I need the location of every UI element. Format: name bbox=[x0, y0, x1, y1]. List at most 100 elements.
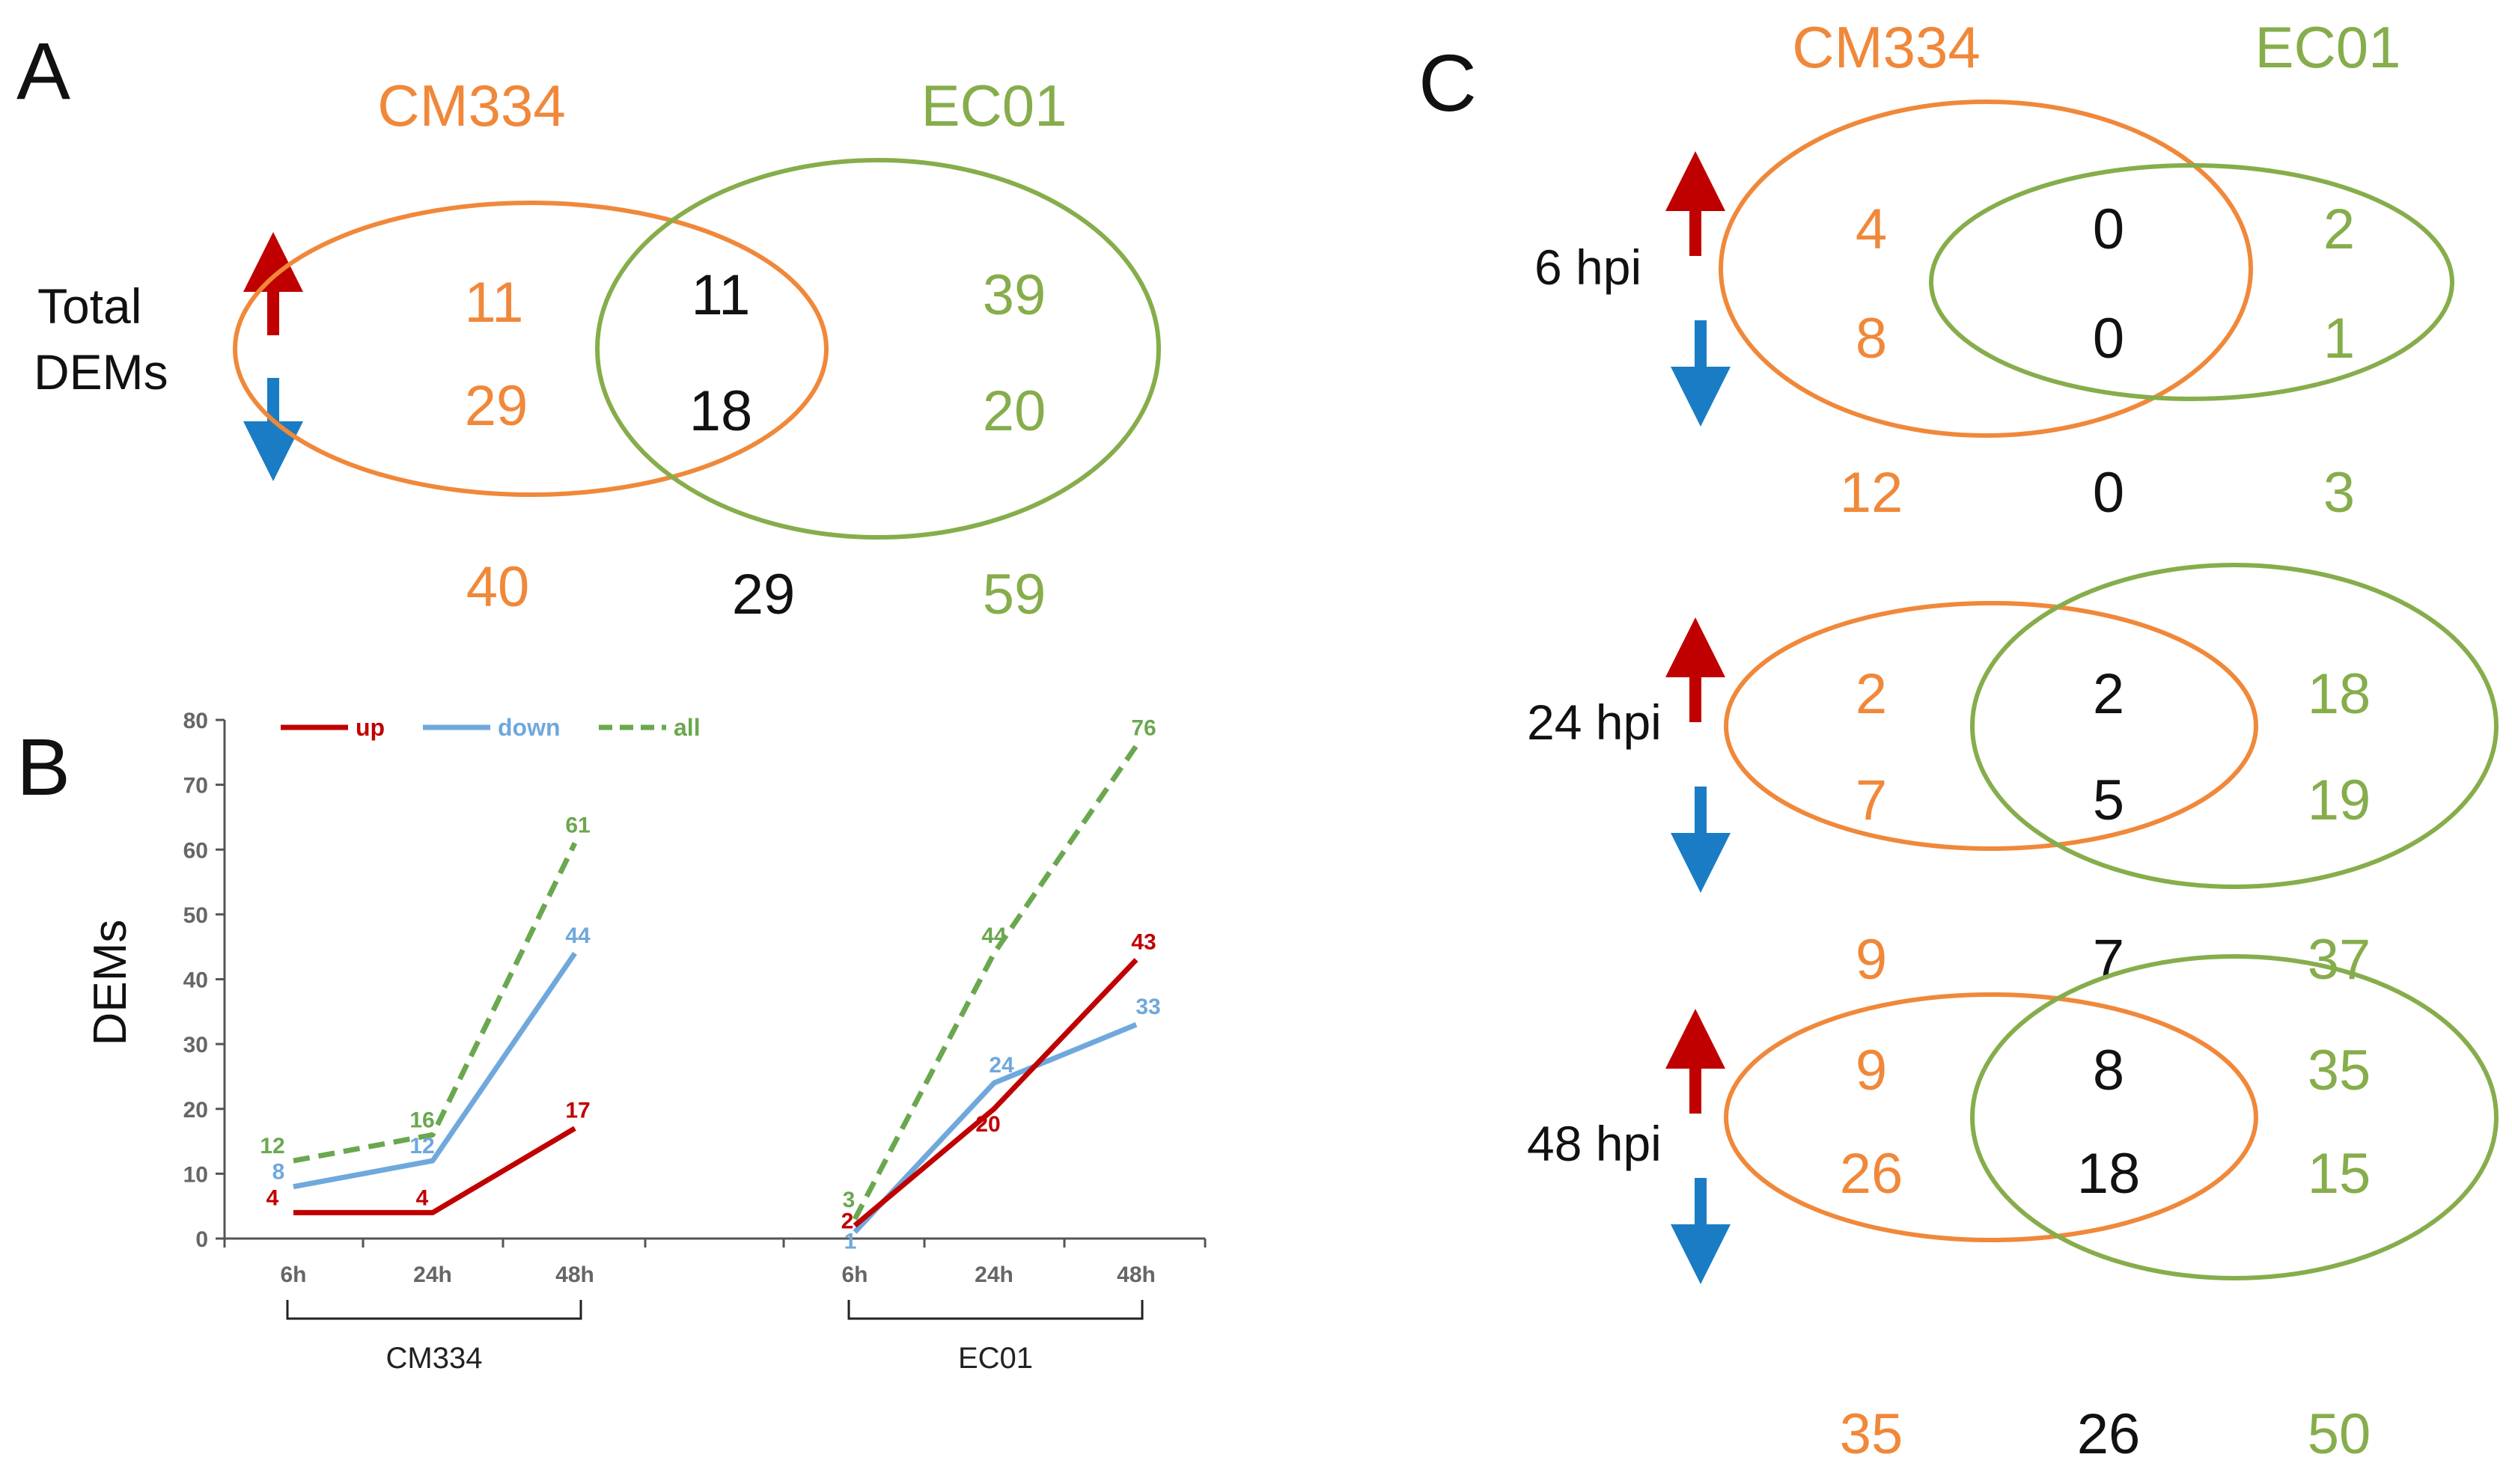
down-cm334: 26 bbox=[1840, 1142, 1903, 1206]
cm334-circle bbox=[1724, 992, 2258, 1242]
totals-cm334: 35 bbox=[1840, 1402, 1903, 1466]
panel-c-row-3: 48 hpi 9 8 35 26 18 15 35 26 50 bbox=[1527, 954, 2499, 1466]
data-label-up: 4 bbox=[266, 1185, 279, 1210]
data-label-up: 17 bbox=[565, 1099, 590, 1123]
chart-legend: up down all bbox=[281, 714, 701, 741]
panel-c: C CM334 EC01 6 hpi 4 0 2 8 0 1 12 0 3 24 hpi 2 2 18 7 5… bbox=[1418, 14, 2499, 1466]
panel-a-total-both: 29 bbox=[732, 563, 796, 626]
down-ec01: 19 bbox=[2308, 769, 2371, 832]
down-both: 18 bbox=[2077, 1142, 2141, 1206]
down-both: 5 bbox=[2093, 769, 2124, 832]
panel-c-set1-title: CM334 bbox=[1792, 14, 1980, 80]
panel-a-set2-title: EC01 bbox=[921, 73, 1067, 138]
chart-xticks: 6h 24h 48h 6h 24h 48h bbox=[223, 1239, 1207, 1287]
data-label-down: 24 bbox=[989, 1053, 1014, 1078]
cm334-circle bbox=[1724, 601, 2258, 851]
panel-c-row-1: 6 hpi 4 0 2 8 0 1 12 0 3 bbox=[1534, 100, 2454, 525]
panel-a-letter: A bbox=[16, 25, 70, 116]
totals-cm334: 12 bbox=[1840, 461, 1903, 525]
y-tick-label: 20 bbox=[183, 1098, 208, 1123]
panel-a-row-label-line1: Total bbox=[37, 278, 141, 334]
group-label: EC01 bbox=[958, 1342, 1033, 1375]
series-down-line bbox=[293, 951, 577, 1190]
y-tick-label: 10 bbox=[183, 1162, 208, 1187]
y-tick-label: 0 bbox=[195, 1227, 208, 1252]
series-all-line bbox=[293, 842, 578, 1164]
cm334-circle bbox=[1719, 100, 2253, 438]
up-both: 0 bbox=[2093, 198, 2124, 261]
legend-up-label: up bbox=[356, 714, 385, 741]
up-both: 8 bbox=[2093, 1039, 2124, 1102]
panel-a-cm334-circle bbox=[233, 201, 829, 497]
y-tick-label: 60 bbox=[183, 838, 208, 863]
up-cm334: 9 bbox=[1856, 1039, 1887, 1102]
x-tick-label: 48h bbox=[1117, 1262, 1156, 1287]
panel-a-up-ec01: 39 bbox=[983, 263, 1046, 327]
row-label: 48 hpi bbox=[1527, 1116, 1662, 1171]
totals-ec01: 37 bbox=[2308, 928, 2371, 992]
panel-c-letter: C bbox=[1418, 37, 1477, 128]
panel-a-down-both: 18 bbox=[689, 379, 753, 443]
data-label-down: 44 bbox=[565, 923, 591, 948]
chart-group-brackets: CM334 EC01 bbox=[286, 1300, 1144, 1375]
panel-a-total-ec01: 59 bbox=[983, 563, 1046, 626]
data-label-up: 4 bbox=[416, 1185, 429, 1210]
group-bracket bbox=[847, 1300, 1144, 1320]
x-tick-label: 24h bbox=[975, 1262, 1013, 1287]
totals-cm334: 9 bbox=[1856, 928, 1887, 992]
series-up-line bbox=[293, 1126, 576, 1215]
x-tick-label: 6h bbox=[841, 1262, 868, 1287]
panel-b-letter: B bbox=[16, 721, 70, 812]
up-ec01: 2 bbox=[2323, 198, 2355, 261]
down-ec01: 15 bbox=[2308, 1142, 2371, 1206]
series-all-line bbox=[852, 744, 1138, 1221]
down-cm334: 8 bbox=[1856, 307, 1887, 370]
data-label-up: 2 bbox=[841, 1209, 854, 1234]
down-cm334: 7 bbox=[1856, 769, 1887, 832]
data-label-all: 12 bbox=[260, 1134, 284, 1158]
up-ec01: 18 bbox=[2308, 662, 2371, 726]
panel-a-down-ec01: 20 bbox=[983, 379, 1046, 443]
data-label-all: 61 bbox=[565, 813, 590, 838]
row-label: 24 hpi bbox=[1527, 694, 1662, 750]
x-tick-label: 48h bbox=[555, 1262, 594, 1287]
panel-c-row-2: 24 hpi 2 2 187 5 199 7 37 bbox=[1527, 563, 2499, 992]
data-label-down: 8 bbox=[272, 1160, 285, 1185]
ec01-circle bbox=[1970, 563, 2499, 889]
chart-axes bbox=[223, 720, 1205, 1240]
data-label-all: 3 bbox=[843, 1188, 856, 1212]
legend-all-label: all bbox=[674, 714, 701, 741]
data-label-all: 44 bbox=[981, 923, 1007, 948]
down-ec01: 1 bbox=[2323, 307, 2355, 370]
panel-a-up-cm334: 11 bbox=[465, 271, 524, 335]
panel-a: A CM334 EC01 Total DEMs 11 11 39 29 18 2… bbox=[16, 25, 1161, 626]
series-down-line bbox=[853, 1022, 1138, 1234]
data-label-all: 16 bbox=[409, 1108, 434, 1132]
totals-ec01: 50 bbox=[2308, 1402, 2371, 1466]
down-both: 0 bbox=[2093, 307, 2124, 370]
up-cm334: 2 bbox=[1856, 662, 1887, 726]
data-label-down: 1 bbox=[844, 1229, 857, 1254]
y-tick-label: 40 bbox=[183, 968, 208, 993]
chart-series-lines bbox=[293, 744, 1138, 1234]
legend-down-label: down bbox=[498, 714, 561, 741]
panel-c-set2-title: EC01 bbox=[2255, 14, 2400, 80]
x-tick-label: 24h bbox=[413, 1262, 452, 1287]
series-up-line bbox=[853, 958, 1138, 1228]
panel-a-row-label-line2: DEMs bbox=[34, 344, 168, 400]
up-cm334: 4 bbox=[1856, 198, 1887, 261]
group-label: CM334 bbox=[386, 1342, 483, 1375]
data-label-all: 76 bbox=[1131, 716, 1156, 741]
y-tick-label: 30 bbox=[183, 1033, 208, 1057]
totals-both: 26 bbox=[2077, 1402, 2141, 1466]
data-label-down: 33 bbox=[1135, 995, 1160, 1019]
panel-a-set1-title: CM334 bbox=[377, 73, 565, 138]
x-tick-label: 6h bbox=[280, 1262, 306, 1287]
y-tick-label: 50 bbox=[183, 903, 208, 928]
up-both: 2 bbox=[2093, 662, 2124, 726]
chart-yticks: 0 10 20 30 40 50 60 70 80 bbox=[183, 709, 225, 1252]
totals-both: 0 bbox=[2093, 461, 2124, 525]
ec01-circle bbox=[1970, 954, 2499, 1280]
